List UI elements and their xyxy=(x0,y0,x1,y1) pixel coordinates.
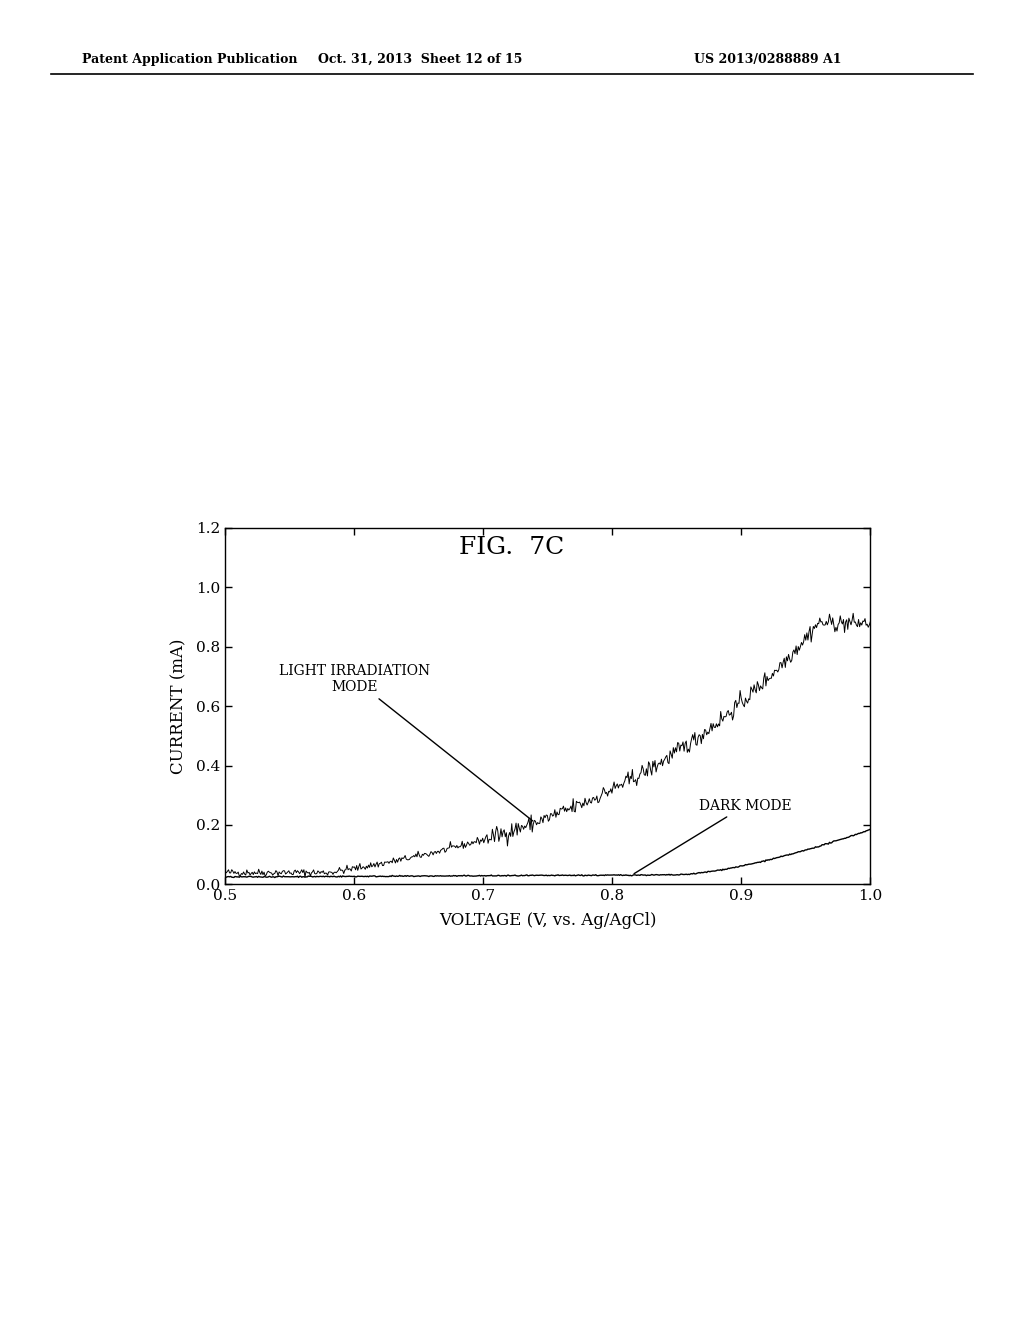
Text: Oct. 31, 2013  Sheet 12 of 15: Oct. 31, 2013 Sheet 12 of 15 xyxy=(317,53,522,66)
X-axis label: VOLTAGE (V, vs. Ag/AgCl): VOLTAGE (V, vs. Ag/AgCl) xyxy=(439,912,656,928)
Text: FIG.  7C: FIG. 7C xyxy=(460,536,564,560)
Text: Patent Application Publication: Patent Application Publication xyxy=(82,53,297,66)
Y-axis label: CURRENT (mA): CURRENT (mA) xyxy=(171,639,187,774)
Text: US 2013/0288889 A1: US 2013/0288889 A1 xyxy=(694,53,842,66)
Text: LIGHT IRRADIATION
MODE: LIGHT IRRADIATION MODE xyxy=(279,664,532,821)
Text: DARK MODE: DARK MODE xyxy=(634,799,792,874)
